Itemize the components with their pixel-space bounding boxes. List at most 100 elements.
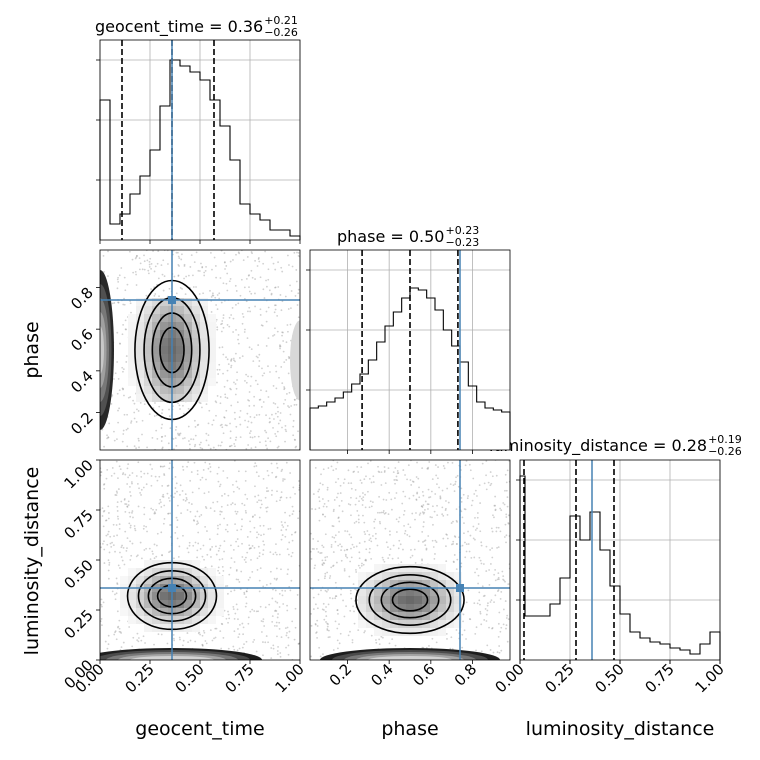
scatter-point (483, 594, 486, 597)
scatter-point (421, 467, 424, 469)
scatter-point (461, 646, 464, 649)
scatter-point (122, 546, 125, 549)
density-cell (382, 588, 390, 596)
scatter-point (243, 286, 246, 289)
scatter-point (143, 549, 146, 551)
scatter-point (505, 627, 507, 630)
scatter-point (281, 334, 283, 337)
scatter-point (263, 625, 266, 627)
scatter-point (506, 505, 509, 508)
scatter-point (505, 516, 508, 518)
scatter-point (457, 485, 460, 488)
density-cell (184, 608, 192, 616)
scatter-point (204, 461, 207, 464)
scatter-point (121, 333, 124, 336)
scatter-point (252, 641, 255, 643)
scatter-point (190, 254, 193, 257)
scatter-point (423, 509, 426, 511)
scatter-point (117, 626, 119, 629)
scatter-point (228, 445, 231, 448)
scatter-point (243, 558, 246, 561)
scatter-point (286, 626, 289, 629)
scatter-point (257, 258, 260, 260)
scatter-point (316, 625, 319, 627)
scatter-point (324, 515, 327, 518)
scatter-point (290, 290, 293, 292)
scatter-point (349, 503, 352, 506)
scatter-point (255, 471, 258, 474)
scatter-point (105, 519, 108, 522)
density-cell (176, 592, 184, 600)
scatter-point (319, 482, 322, 485)
scatter-point (234, 439, 237, 441)
scatter-point (196, 520, 199, 523)
scatter-point (349, 630, 351, 633)
scatter-point (106, 437, 108, 440)
scatter-point (346, 548, 349, 551)
scatter-point (461, 633, 464, 636)
scatter-point (253, 395, 256, 398)
scatter-point (261, 374, 264, 377)
scatter-point (237, 338, 239, 341)
density-cell (446, 572, 454, 580)
scatter-point (416, 492, 419, 495)
scatter-point (145, 525, 148, 528)
scatter-point (179, 638, 181, 641)
scatter-point (216, 368, 219, 371)
scatter-point (237, 545, 240, 548)
density-cell (152, 592, 160, 600)
scatter-point (348, 575, 351, 578)
scatter-point (346, 556, 349, 559)
density-cell (184, 568, 192, 576)
scatter-point (285, 496, 288, 499)
scatter-point (118, 630, 121, 633)
scatter-point (257, 344, 260, 346)
scatter-point (106, 533, 109, 536)
scatter-point (490, 482, 493, 485)
scatter-point (117, 477, 119, 480)
density-cell (144, 338, 152, 346)
scatter-point (205, 507, 208, 509)
scatter-point (246, 426, 249, 429)
scatter-point (214, 400, 217, 403)
scatter-point (242, 626, 245, 629)
scatter-point (189, 510, 192, 513)
scatter-point (492, 514, 494, 517)
scatter-point (312, 596, 315, 599)
scatter-point (361, 504, 364, 506)
scatter-point (372, 475, 375, 478)
scatter-point (157, 277, 160, 280)
scatter-point (322, 513, 324, 516)
scatter-point (326, 488, 329, 491)
scatter-point (267, 437, 270, 440)
scatter-point (445, 560, 448, 563)
scatter-point (166, 485, 169, 487)
scatter-point (223, 385, 226, 388)
scatter-point (113, 535, 115, 538)
scatter-point (137, 505, 140, 508)
scatter-point (220, 505, 223, 508)
scatter-point (123, 413, 126, 416)
scatter-point (319, 552, 322, 554)
scatter-point (224, 393, 227, 396)
scatter-point (107, 436, 110, 439)
scatter-point (468, 550, 471, 553)
scatter-point (249, 530, 252, 533)
scatter-point (427, 508, 429, 510)
scatter-point (106, 468, 109, 471)
scatter-point (188, 443, 191, 446)
scatter-point (239, 357, 241, 359)
scatter-point (139, 541, 142, 544)
scatter-point (435, 474, 438, 477)
scatter-point (205, 642, 208, 645)
density-cell (184, 338, 192, 346)
scatter-point (384, 527, 387, 530)
scatter-point (222, 372, 224, 375)
scatter-point (224, 268, 226, 270)
scatter-point (349, 609, 352, 612)
scatter-point (312, 493, 315, 495)
scatter-point (241, 322, 244, 325)
density-cell (152, 576, 160, 584)
scatter-point (353, 470, 356, 473)
scatter-point (129, 540, 131, 543)
